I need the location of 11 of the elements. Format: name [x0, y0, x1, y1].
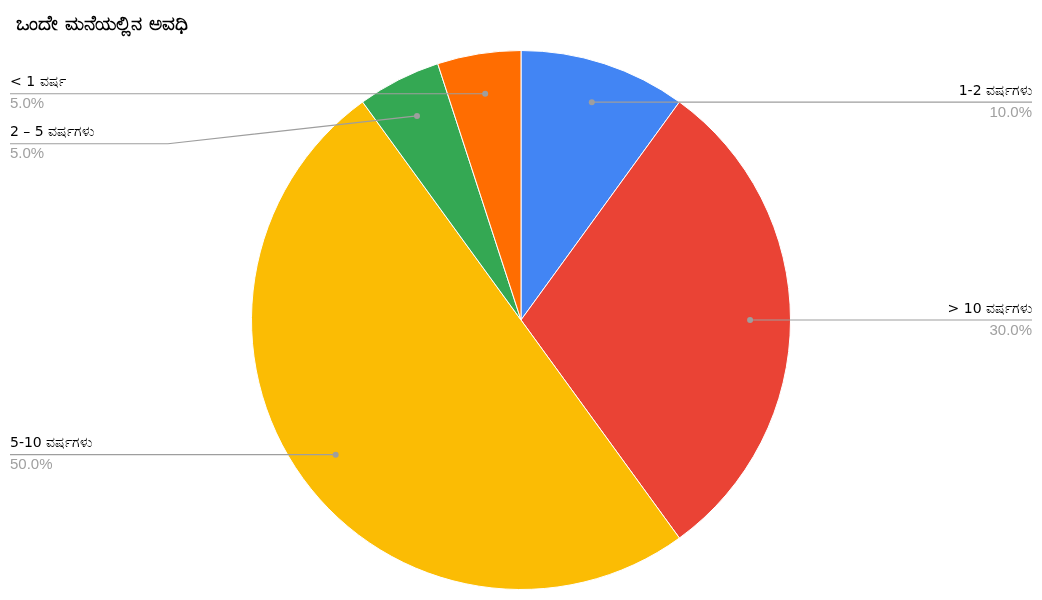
slice-label: > 10 ವರ್ಷಗಳು [947, 299, 1032, 316]
data-label: 50.0% [10, 455, 53, 473]
slice-label: < 1 ವರ್ಷ [10, 73, 66, 90]
data-label: 5.0% [10, 144, 45, 162]
slice-label: 5-10 ವರ್ಷಗಳು [10, 434, 93, 451]
data-label: 30.0% [989, 320, 1032, 338]
slice-label: 1-2 ವರ್ಷಗಳು [958, 81, 1032, 98]
data-label: 5.0% [10, 94, 45, 112]
chart-title: ಒಂದೇ ಮನೆಯಲ್ಲಿನ ಅವಧಿ [15, 10, 189, 39]
slice-label: 2 – 5 ವರ್ಷಗಳು [10, 123, 95, 140]
data-label: 10.0% [989, 102, 1032, 120]
